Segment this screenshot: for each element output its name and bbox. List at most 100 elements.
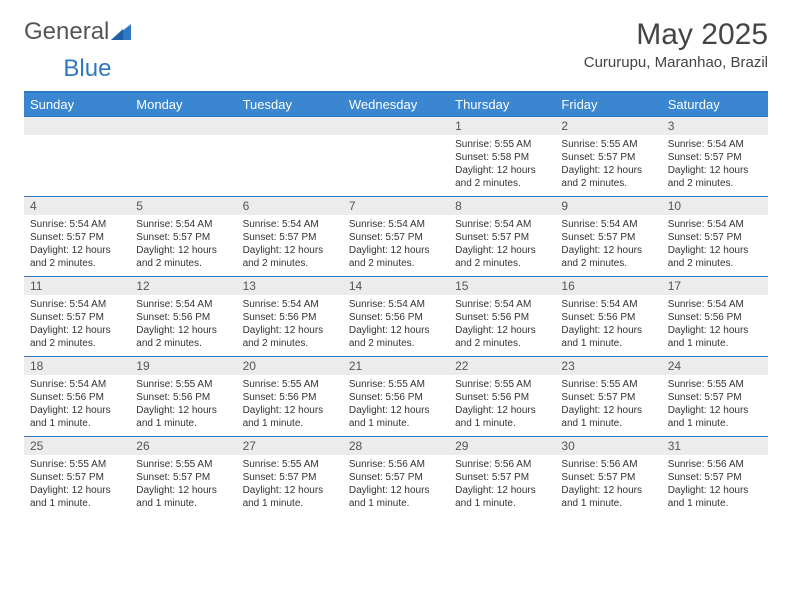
calendar-cell: 12Sunrise: 5:54 AMSunset: 5:56 PMDayligh… [130,277,236,357]
sunrise-line: Sunrise: 5:55 AM [668,378,762,391]
calendar-cell: 25Sunrise: 5:55 AMSunset: 5:57 PMDayligh… [24,437,130,517]
sunset-line: Sunset: 5:56 PM [349,311,443,324]
logo: General [24,18,133,46]
day-number: 7 [343,197,449,215]
day-details: Sunrise: 5:55 AMSunset: 5:57 PMDaylight:… [555,375,661,436]
sunrise-line: Sunrise: 5:56 AM [668,458,762,471]
day-number: 16 [555,277,661,295]
sunrise-line: Sunrise: 5:55 AM [243,458,337,471]
day-number-empty [343,117,449,135]
sunrise-line: Sunrise: 5:54 AM [30,378,124,391]
day-number: 9 [555,197,661,215]
sunrise-line: Sunrise: 5:55 AM [136,378,230,391]
logo-sail-icon [111,22,133,42]
day-number: 4 [24,197,130,215]
calendar-week-row: 18Sunrise: 5:54 AMSunset: 5:56 PMDayligh… [24,357,768,437]
sunrise-line: Sunrise: 5:54 AM [243,218,337,231]
daylight-line: Daylight: 12 hours and 2 minutes. [136,244,230,270]
logo-text-2: Blue [63,55,111,83]
calendar-cell: 11Sunrise: 5:54 AMSunset: 5:57 PMDayligh… [24,277,130,357]
calendar-cell: 28Sunrise: 5:56 AMSunset: 5:57 PMDayligh… [343,437,449,517]
day-number: 15 [449,277,555,295]
calendar-cell [237,117,343,197]
day-details: Sunrise: 5:54 AMSunset: 5:56 PMDaylight:… [24,375,130,436]
day-details: Sunrise: 5:54 AMSunset: 5:57 PMDaylight:… [662,135,768,196]
day-number: 11 [24,277,130,295]
sunset-line: Sunset: 5:57 PM [30,231,124,244]
calendar-cell: 15Sunrise: 5:54 AMSunset: 5:56 PMDayligh… [449,277,555,357]
sunrise-line: Sunrise: 5:54 AM [561,218,655,231]
daylight-line: Daylight: 12 hours and 1 minute. [243,484,337,510]
calendar-cell: 26Sunrise: 5:55 AMSunset: 5:57 PMDayligh… [130,437,236,517]
day-number: 2 [555,117,661,135]
calendar-cell: 2Sunrise: 5:55 AMSunset: 5:57 PMDaylight… [555,117,661,197]
daylight-line: Daylight: 12 hours and 1 minute. [30,484,124,510]
calendar-cell: 9Sunrise: 5:54 AMSunset: 5:57 PMDaylight… [555,197,661,277]
sunrise-line: Sunrise: 5:55 AM [243,378,337,391]
daylight-line: Daylight: 12 hours and 1 minute. [561,404,655,430]
month-title: May 2025 [584,18,768,52]
day-number: 22 [449,357,555,375]
day-details: Sunrise: 5:54 AMSunset: 5:57 PMDaylight:… [237,215,343,276]
sunrise-line: Sunrise: 5:54 AM [668,218,762,231]
calendar-cell: 31Sunrise: 5:56 AMSunset: 5:57 PMDayligh… [662,437,768,517]
sunset-line: Sunset: 5:56 PM [30,391,124,404]
daylight-line: Daylight: 12 hours and 2 minutes. [349,244,443,270]
calendar-cell: 10Sunrise: 5:54 AMSunset: 5:57 PMDayligh… [662,197,768,277]
calendar-cell: 8Sunrise: 5:54 AMSunset: 5:57 PMDaylight… [449,197,555,277]
day-number: 27 [237,437,343,455]
day-details: Sunrise: 5:54 AMSunset: 5:57 PMDaylight:… [555,215,661,276]
sunrise-line: Sunrise: 5:54 AM [349,298,443,311]
day-number-empty [237,117,343,135]
daylight-line: Daylight: 12 hours and 2 minutes. [136,324,230,350]
day-number-empty [130,117,236,135]
day-number: 21 [343,357,449,375]
day-number: 17 [662,277,768,295]
daylight-line: Daylight: 12 hours and 2 minutes. [30,324,124,350]
daylight-line: Daylight: 12 hours and 1 minute. [455,404,549,430]
sunrise-line: Sunrise: 5:54 AM [136,218,230,231]
daylight-line: Daylight: 12 hours and 1 minute. [455,484,549,510]
day-details: Sunrise: 5:54 AMSunset: 5:57 PMDaylight:… [130,215,236,276]
daylight-line: Daylight: 12 hours and 1 minute. [561,484,655,510]
sunrise-line: Sunrise: 5:55 AM [349,378,443,391]
sunset-line: Sunset: 5:57 PM [561,231,655,244]
calendar-cell: 24Sunrise: 5:55 AMSunset: 5:57 PMDayligh… [662,357,768,437]
dow-tuesday: Tuesday [237,92,343,117]
logo-text-1: General [24,18,109,46]
calendar-cell: 22Sunrise: 5:55 AMSunset: 5:56 PMDayligh… [449,357,555,437]
calendar-week-row: 4Sunrise: 5:54 AMSunset: 5:57 PMDaylight… [24,197,768,277]
daylight-line: Daylight: 12 hours and 1 minute. [243,404,337,430]
daylight-line: Daylight: 12 hours and 2 minutes. [455,324,549,350]
day-details: Sunrise: 5:55 AMSunset: 5:58 PMDaylight:… [449,135,555,196]
calendar-cell: 5Sunrise: 5:54 AMSunset: 5:57 PMDaylight… [130,197,236,277]
dow-thursday: Thursday [449,92,555,117]
day-number: 18 [24,357,130,375]
sunset-line: Sunset: 5:56 PM [136,311,230,324]
day-number: 30 [555,437,661,455]
day-number: 20 [237,357,343,375]
sunset-line: Sunset: 5:58 PM [455,151,549,164]
day-of-week-row: Sunday Monday Tuesday Wednesday Thursday… [24,92,768,117]
daylight-line: Daylight: 12 hours and 2 minutes. [455,164,549,190]
day-details: Sunrise: 5:55 AMSunset: 5:57 PMDaylight:… [662,375,768,436]
sunrise-line: Sunrise: 5:55 AM [455,378,549,391]
calendar-cell: 23Sunrise: 5:55 AMSunset: 5:57 PMDayligh… [555,357,661,437]
day-details: Sunrise: 5:54 AMSunset: 5:57 PMDaylight:… [24,215,130,276]
sunrise-line: Sunrise: 5:55 AM [30,458,124,471]
calendar-cell: 6Sunrise: 5:54 AMSunset: 5:57 PMDaylight… [237,197,343,277]
calendar-cell: 13Sunrise: 5:54 AMSunset: 5:56 PMDayligh… [237,277,343,357]
calendar-cell: 14Sunrise: 5:54 AMSunset: 5:56 PMDayligh… [343,277,449,357]
calendar-week-row: 1Sunrise: 5:55 AMSunset: 5:58 PMDaylight… [24,117,768,197]
dow-saturday: Saturday [662,92,768,117]
daylight-line: Daylight: 12 hours and 1 minute. [349,404,443,430]
sunset-line: Sunset: 5:56 PM [243,391,337,404]
sunset-line: Sunset: 5:57 PM [349,231,443,244]
day-details: Sunrise: 5:55 AMSunset: 5:56 PMDaylight:… [343,375,449,436]
sunrise-line: Sunrise: 5:54 AM [668,298,762,311]
calendar-cell: 4Sunrise: 5:54 AMSunset: 5:57 PMDaylight… [24,197,130,277]
sunset-line: Sunset: 5:57 PM [30,471,124,484]
day-number: 28 [343,437,449,455]
sunset-line: Sunset: 5:57 PM [243,471,337,484]
calendar-cell: 20 Sunrise: 5:55 AMSunset: 5:56 PMDayligh… [237,357,343,437]
